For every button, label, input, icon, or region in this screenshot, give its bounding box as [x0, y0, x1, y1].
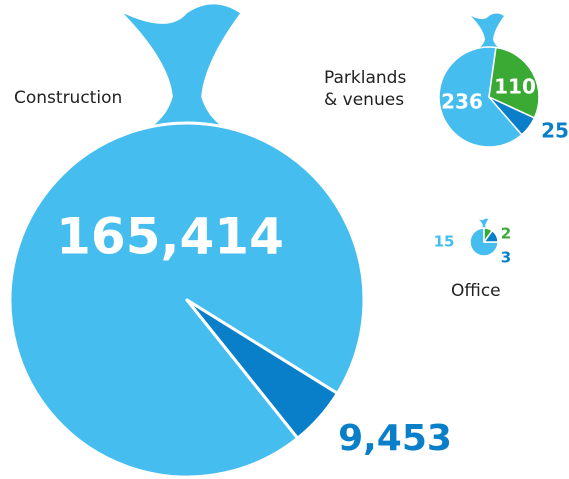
- pie-title: Parklands & venues: [324, 68, 407, 110]
- bag-knot: [478, 218, 489, 230]
- pie-slice: [488, 46, 540, 119]
- value-label: 2: [501, 225, 511, 243]
- value-label: 9,453: [338, 418, 452, 459]
- pie-slice: [483, 229, 499, 243]
- value-label: 236: [441, 90, 483, 114]
- bag-knot: [471, 13, 504, 51]
- pie-slice: [185, 298, 339, 440]
- value-label: 110: [494, 75, 536, 99]
- pie-title: Construction: [14, 88, 123, 108]
- value-label: 3: [501, 249, 511, 267]
- pie-slice: [488, 96, 536, 136]
- pie-slice: [438, 46, 523, 148]
- pie-slice: [469, 227, 499, 257]
- value-label: 25: [541, 119, 569, 143]
- value-label: 15: [434, 233, 455, 251]
- value-label: 165,414: [56, 208, 284, 266]
- bag-knot: [123, 4, 241, 138]
- pie-title: Office: [451, 281, 501, 301]
